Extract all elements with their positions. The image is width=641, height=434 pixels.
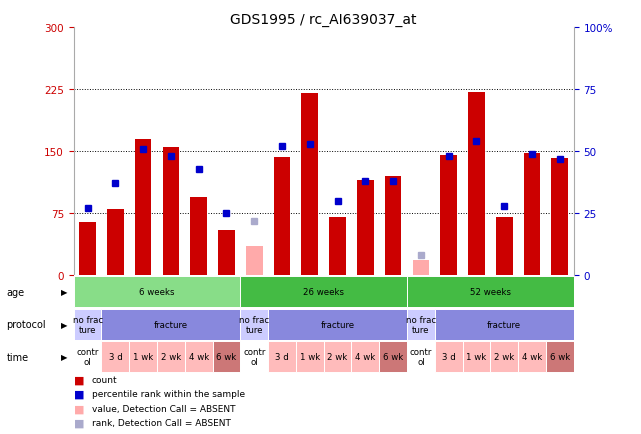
Text: ▶: ▶ (61, 320, 67, 329)
Text: no frac
ture: no frac ture (239, 315, 269, 334)
Bar (157, 341, 185, 372)
Bar (74, 309, 101, 340)
Bar (185, 341, 213, 372)
Bar (407, 276, 574, 307)
Bar (268, 341, 296, 372)
Bar (413, 261, 429, 276)
Bar (407, 341, 435, 372)
Text: contr
ol: contr ol (243, 348, 265, 366)
Text: count: count (92, 375, 117, 384)
Bar (246, 247, 263, 276)
Bar (240, 309, 268, 340)
Bar (518, 341, 546, 372)
Bar (74, 276, 240, 307)
Text: 4 wk: 4 wk (188, 352, 209, 362)
Text: ■: ■ (74, 389, 84, 399)
Bar (435, 309, 574, 340)
Bar (163, 148, 179, 276)
Bar (435, 341, 463, 372)
Text: time: time (6, 352, 29, 362)
Bar (74, 341, 101, 372)
Bar (357, 181, 374, 276)
Bar (324, 341, 351, 372)
Bar (135, 139, 151, 276)
Bar (218, 230, 235, 276)
Text: 6 wk: 6 wk (217, 352, 237, 362)
Bar (385, 177, 401, 276)
Bar (463, 341, 490, 372)
Bar (101, 309, 240, 340)
Bar (490, 341, 518, 372)
Text: contr
ol: contr ol (410, 348, 432, 366)
Bar (240, 276, 407, 307)
Text: 4 wk: 4 wk (355, 352, 376, 362)
Bar (496, 218, 513, 276)
Text: 4 wk: 4 wk (522, 352, 542, 362)
Bar (524, 154, 540, 276)
Bar (240, 341, 268, 372)
Text: ■: ■ (74, 375, 84, 385)
Title: GDS1995 / rc_AI639037_at: GDS1995 / rc_AI639037_at (231, 13, 417, 27)
Bar (268, 309, 407, 340)
Text: ■: ■ (74, 404, 84, 413)
Text: ■: ■ (74, 418, 84, 427)
Bar (546, 341, 574, 372)
Text: 6 wk: 6 wk (550, 352, 570, 362)
Bar (379, 341, 407, 372)
Text: ▶: ▶ (61, 287, 67, 296)
Text: 2 wk: 2 wk (161, 352, 181, 362)
Bar (296, 341, 324, 372)
Text: 2 wk: 2 wk (494, 352, 514, 362)
Text: fracture: fracture (487, 320, 521, 329)
Text: no frac
ture: no frac ture (72, 315, 103, 334)
Text: 26 weeks: 26 weeks (303, 287, 344, 296)
Text: fracture: fracture (154, 320, 188, 329)
Text: 3 d: 3 d (108, 352, 122, 362)
Bar (440, 156, 457, 276)
Bar (213, 341, 240, 372)
Bar (407, 309, 435, 340)
Bar (190, 197, 207, 276)
Bar (107, 210, 124, 276)
Bar (79, 222, 96, 276)
Text: percentile rank within the sample: percentile rank within the sample (92, 390, 245, 398)
Text: 1 wk: 1 wk (300, 352, 320, 362)
Bar (351, 341, 379, 372)
Text: 1 wk: 1 wk (133, 352, 153, 362)
Text: age: age (6, 287, 24, 297)
Bar (551, 158, 568, 276)
Text: 6 wk: 6 wk (383, 352, 403, 362)
Text: 3 d: 3 d (275, 352, 289, 362)
Bar (101, 341, 129, 372)
Bar (301, 94, 318, 276)
Text: 6 weeks: 6 weeks (139, 287, 175, 296)
Text: fracture: fracture (320, 320, 354, 329)
Text: ▶: ▶ (61, 352, 67, 362)
Text: rank, Detection Call = ABSENT: rank, Detection Call = ABSENT (92, 418, 231, 427)
Text: contr
ol: contr ol (76, 348, 99, 366)
Text: protocol: protocol (6, 319, 46, 329)
Text: 1 wk: 1 wk (467, 352, 487, 362)
Bar (468, 92, 485, 276)
Text: 3 d: 3 d (442, 352, 456, 362)
Bar (329, 218, 346, 276)
Text: no frac
ture: no frac ture (406, 315, 436, 334)
Bar (129, 341, 157, 372)
Text: 52 weeks: 52 weeks (470, 287, 511, 296)
Text: 2 wk: 2 wk (328, 352, 347, 362)
Bar (274, 158, 290, 276)
Text: value, Detection Call = ABSENT: value, Detection Call = ABSENT (92, 404, 235, 413)
